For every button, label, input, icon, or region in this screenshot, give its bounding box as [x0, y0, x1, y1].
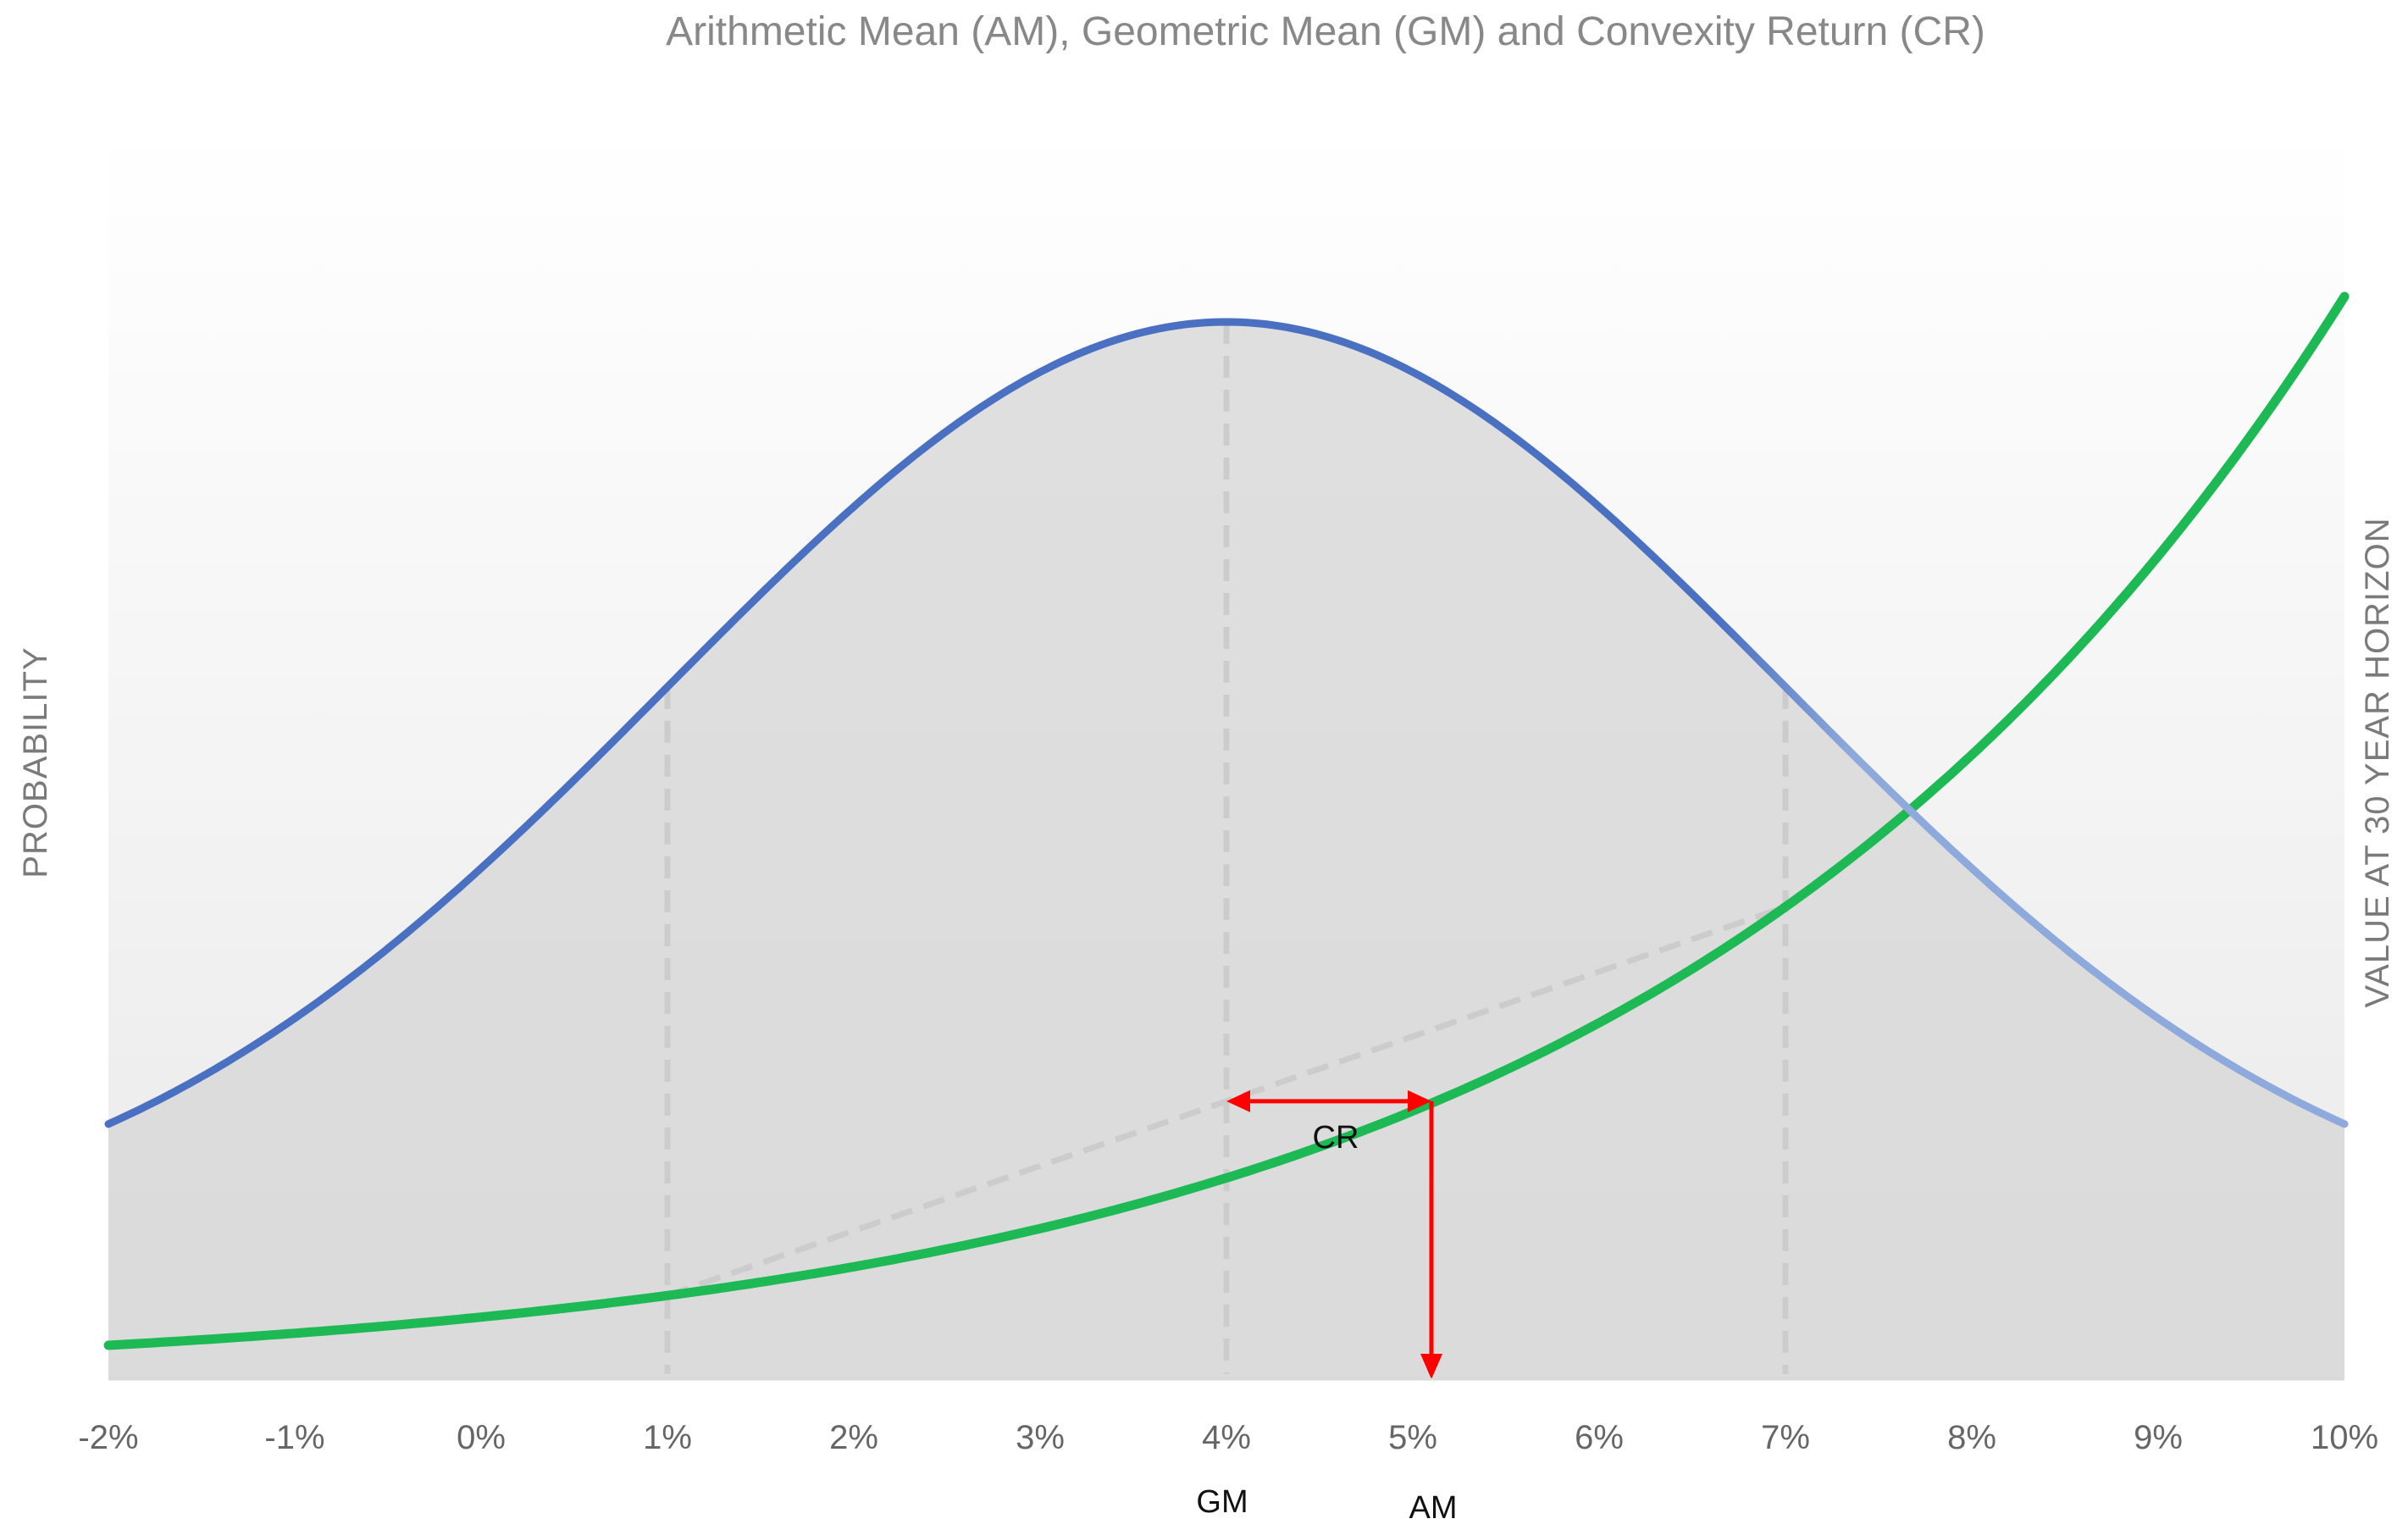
cr-arrows [1226, 1089, 1442, 1379]
gm-label: GM [1196, 1484, 1248, 1520]
x-tick-label: -2% [78, 1419, 138, 1456]
y-axis-title-right: VALUE AT 30 YEAR HORIZON [2359, 518, 2396, 1008]
x-tick-label: 4% [1202, 1419, 1251, 1456]
x-tick-label: 2% [829, 1419, 878, 1456]
x-tick-label: 5% [1388, 1419, 1437, 1456]
am-arrow-head [1420, 1354, 1442, 1379]
growth-curve-line [103, 291, 2350, 1350]
x-tick-label: -1% [264, 1419, 324, 1456]
cr-arrow-head-right [1408, 1089, 1431, 1112]
probability-curve-line [104, 318, 2349, 1128]
cr-arrow-head-left [1226, 1089, 1250, 1112]
x-tick-label: 10% [2311, 1419, 2378, 1456]
x-tick-label: 6% [1575, 1419, 1624, 1456]
x-tick-labels: -2% -1% 0% 1% 2% 3% 4% 5% 6% 7% 8% 9% 10% [78, 1419, 2378, 1456]
x-tick-label: 3% [1016, 1419, 1065, 1456]
x-tick-label: 7% [1761, 1419, 1810, 1456]
chart-title: Arithmetic Mean (AM), Geometric Mean (GM… [666, 9, 1985, 54]
reference-lines [664, 322, 1789, 1374]
x-tick-label: 8% [1947, 1419, 1996, 1456]
x-tick-label: 9% [2134, 1419, 2183, 1456]
y-axis-title-left: PROBABILITY [17, 646, 54, 878]
am-label: AM [1409, 1490, 1458, 1526]
cr-label: CR [1313, 1120, 1359, 1156]
x-tick-label: 0% [457, 1419, 506, 1456]
x-tick-label: 1% [643, 1419, 692, 1456]
